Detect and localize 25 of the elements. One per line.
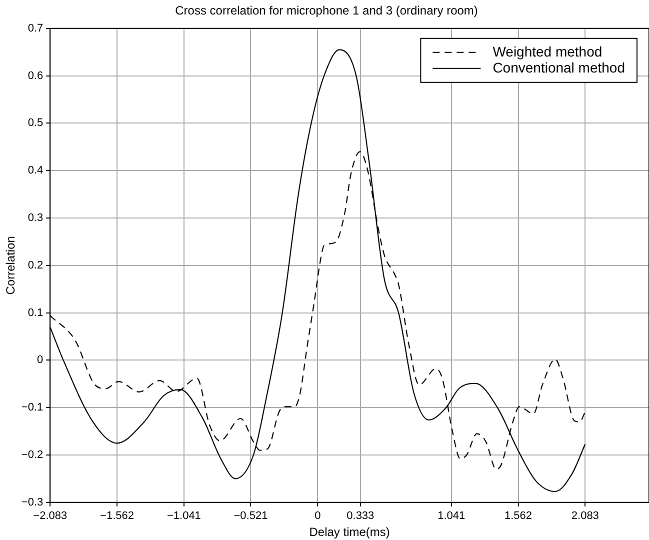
x-tick-label: 0 (314, 510, 321, 522)
y-axis-title: Correlation (4, 236, 18, 295)
y-tick-label: 0.6 (28, 70, 44, 82)
y-tick-label: 0.4 (28, 164, 44, 177)
y-tick-label: 0.3 (28, 212, 44, 224)
x-tick-label: −1.041 (166, 510, 201, 522)
legend-label: Weighted method (492, 43, 602, 60)
x-axis-title: Delay time(ms) (309, 525, 390, 540)
y-tick-label: 0.5 (28, 117, 44, 130)
y-tick-label: 0.7 (28, 22, 44, 34)
y-tick-label: 0 (36, 354, 44, 366)
x-tick-label: 2.083 (571, 510, 599, 522)
x-tick-label: −2.083 (33, 510, 68, 522)
x-tick-label: 1.041 (438, 510, 466, 522)
legend-label: Conventional method (492, 59, 626, 76)
x-tick-label: −0.521 (234, 510, 268, 522)
x-tick-label: 0.333 (346, 510, 374, 522)
x-tick-label: 1.562 (504, 510, 532, 522)
y-tick-label: 0.1 (28, 306, 44, 319)
y-tick-label: −0.1 (21, 402, 44, 414)
y-tick-label: −0.3 (21, 496, 44, 508)
chart-title: Cross correlation for microphone 1 and 3 (ordinary room) (175, 4, 478, 18)
x-tick-label: −1.562 (100, 510, 134, 522)
y-tick-label: 0.2 (28, 259, 44, 272)
y-tick-label: −0.2 (21, 449, 44, 462)
